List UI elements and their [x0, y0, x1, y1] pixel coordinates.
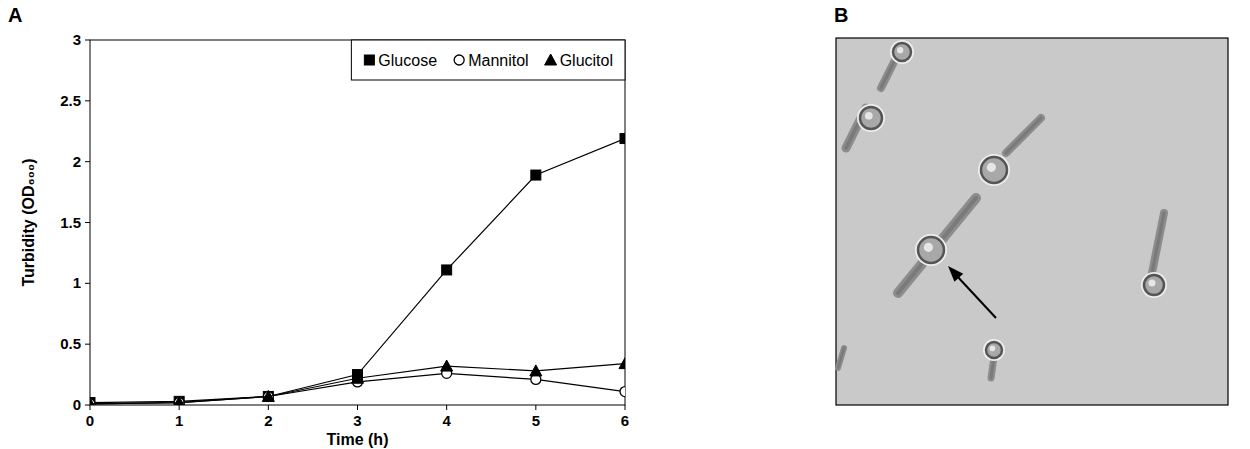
arrow-shaft [956, 275, 996, 318]
x-tick-label: 0 [86, 412, 94, 429]
spore [986, 342, 1002, 358]
x-axis-title: Time (h) [327, 431, 389, 448]
cell [838, 348, 844, 368]
y-tick-label: 1 [73, 274, 81, 291]
arrow-head [948, 266, 963, 282]
legend-marker [364, 55, 374, 65]
series-line [90, 139, 625, 403]
y-tick-label: 2.5 [60, 92, 81, 109]
data-point [263, 391, 273, 401]
spore [918, 237, 944, 263]
y-tick [85, 283, 90, 284]
x-tick [179, 405, 180, 410]
data-point [173, 397, 185, 405]
cell [1151, 213, 1164, 278]
data-point [174, 398, 184, 405]
y-tick-label: 2 [73, 153, 81, 170]
y-tick-label: 1.5 [60, 214, 81, 231]
spore [860, 107, 882, 129]
y-tick [85, 344, 90, 345]
cell-core [881, 58, 896, 88]
cell [1006, 118, 1041, 153]
legend: Glucose Mannitol Glucitol [351, 40, 625, 80]
spore-halo [890, 40, 914, 64]
x-tick-label: 6 [621, 412, 629, 429]
y-tick-label: 0 [73, 396, 81, 413]
data-point [90, 398, 96, 405]
micrograph-background [836, 38, 1228, 405]
cell-core [1151, 213, 1164, 278]
x-tick [357, 405, 358, 410]
spore-halo [915, 234, 947, 266]
y-tick [85, 161, 90, 162]
data-point [619, 358, 625, 369]
legend-marker [454, 55, 464, 65]
x-tick-label: 4 [442, 412, 451, 429]
y-tick [85, 222, 90, 223]
data-point [530, 365, 542, 376]
legend-marker [545, 54, 557, 65]
y-tick [85, 40, 90, 41]
data-point [352, 372, 364, 383]
data-point [620, 387, 625, 397]
spore-center [1149, 280, 1156, 287]
legend-label: Glucose [378, 52, 437, 69]
y-axis-title: Turbidity (OD₆₀₀) [20, 158, 37, 286]
x-tick [446, 405, 447, 410]
spore [1144, 275, 1164, 295]
spore-halo [978, 154, 1010, 186]
x-tick [625, 405, 626, 410]
legend-box [351, 40, 625, 80]
data-point [441, 360, 453, 371]
data-point [263, 391, 273, 401]
spore-center [987, 163, 996, 172]
plot-area [90, 134, 625, 405]
legend-label: Mannitol [468, 52, 528, 69]
x-tick [90, 405, 91, 410]
spore-center [924, 243, 933, 252]
series-line [90, 364, 625, 404]
x-tick-label: 3 [353, 412, 361, 429]
panel-label: A [8, 4, 22, 26]
x-tick-label: 5 [532, 412, 540, 429]
y-tick [85, 100, 90, 101]
y-tick-label: 3 [73, 31, 81, 48]
spore-center [990, 346, 996, 352]
micrograph [836, 38, 1228, 405]
spore-center [865, 112, 873, 120]
spore [893, 43, 911, 61]
x-tick [535, 405, 536, 410]
y-tick-label: 0.5 [60, 335, 81, 352]
x-tick [268, 405, 269, 410]
data-point [620, 134, 625, 144]
spore-halo [1141, 272, 1167, 298]
spore-halo [857, 104, 885, 132]
y-tick [85, 405, 90, 406]
plot-frame [90, 40, 625, 405]
legend-label: Glucitol [560, 52, 613, 69]
data-point [531, 170, 541, 180]
spore-halo [983, 339, 1005, 361]
cell-core [1006, 118, 1041, 153]
figure: A 0 0.5 1 1.5 2 2.5 3 0 1 2 3 4 5 6 Time (h) Turbidity (… [0, 0, 1250, 449]
spore-center [897, 47, 903, 53]
cell [881, 58, 896, 88]
cell-core [898, 198, 976, 293]
cell [898, 198, 976, 293]
spore [981, 157, 1007, 183]
cell-core [838, 348, 844, 368]
data-point [262, 390, 274, 401]
panel-label: B [834, 4, 848, 26]
x-tick-label: 1 [175, 412, 183, 429]
x-tick-label: 2 [264, 412, 272, 429]
data-point [442, 265, 452, 275]
